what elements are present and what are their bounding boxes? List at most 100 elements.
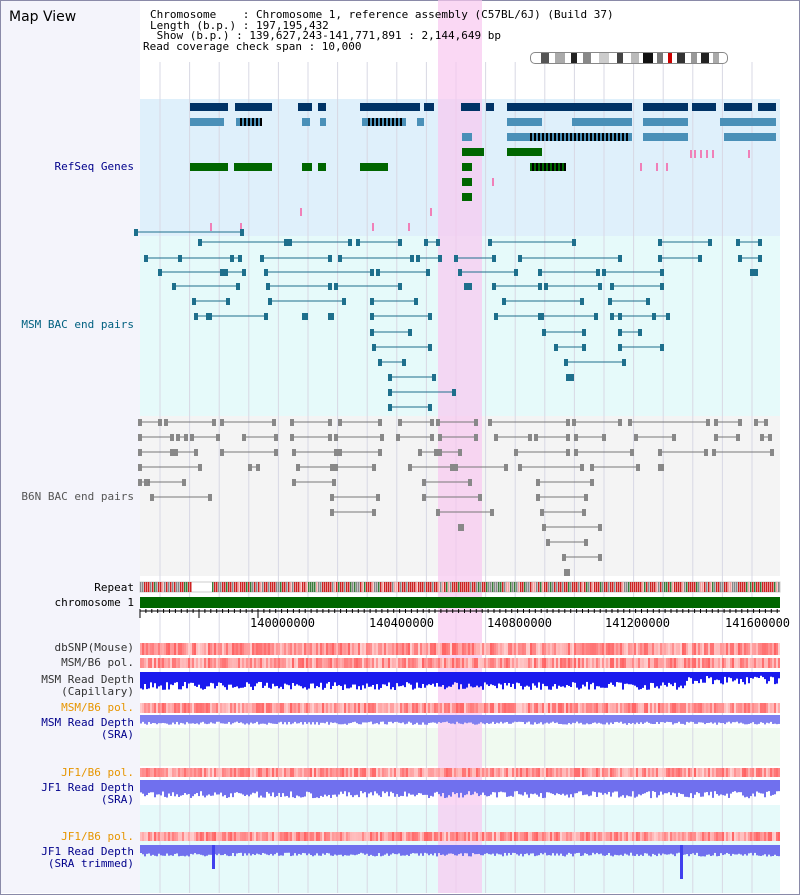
msm-sra-depth-bar bbox=[370, 715, 372, 722]
dbsnp-heat-cell bbox=[678, 643, 680, 655]
msm-cap-depth-bar bbox=[440, 672, 442, 687]
repeat-mark bbox=[188, 582, 190, 592]
jf1-sra-depth-bar bbox=[556, 780, 558, 794]
bac-end-mark bbox=[338, 255, 342, 262]
msm-cap-depth-bar bbox=[140, 672, 142, 689]
msm-cap-depth-bar bbox=[726, 672, 728, 683]
repeat-mark bbox=[746, 582, 748, 592]
jf1-trim-depth-bar bbox=[190, 845, 192, 854]
jf1-sra-depth-bar bbox=[664, 780, 666, 794]
msm-cap-depth-bar bbox=[554, 672, 556, 685]
jf1-pol-heat-cell bbox=[638, 768, 640, 777]
refseq-track-label[interactable]: RefSeq Genes bbox=[54, 160, 134, 173]
b6n-bac-track-label[interactable]: B6N BAC end pairs bbox=[21, 490, 134, 503]
msm-cap-depth-bar bbox=[438, 672, 440, 687]
jf1-pol-heat-cell bbox=[662, 768, 664, 777]
msm-sra-depth-bar bbox=[520, 715, 522, 722]
exon-mark bbox=[582, 133, 584, 141]
repeat-mark bbox=[468, 582, 470, 592]
jf1-sra-depth-bar bbox=[514, 780, 516, 792]
jf1-sra-depth-bar bbox=[334, 780, 336, 795]
repeat-mark bbox=[378, 582, 380, 592]
exon-mark bbox=[368, 118, 370, 126]
jf1-sra-depth-bar bbox=[672, 780, 674, 793]
jf1-pol-trimmed-heat-cell bbox=[644, 832, 646, 841]
bac-end-mark bbox=[474, 434, 478, 441]
depth-spike bbox=[212, 845, 215, 869]
msm-pol-sra-heat-cell bbox=[184, 703, 186, 713]
msm-sra-depth-bar bbox=[702, 715, 704, 723]
msm-pol-heat-cell bbox=[210, 658, 212, 668]
jf1-sra-depth-bar bbox=[330, 780, 332, 798]
jf1-sra-depth-bar bbox=[262, 780, 264, 798]
msm-pol-sra-heat-cell bbox=[466, 703, 468, 713]
msm-bac-track-label[interactable]: MSM BAC end pairs bbox=[21, 318, 134, 331]
jf1-sra-depth-bar bbox=[370, 780, 372, 793]
jf1-pol-trimmed-heat-cell bbox=[522, 832, 524, 841]
msm-pol-sra-heat-cell bbox=[600, 703, 602, 713]
chromosome-ideogram[interactable] bbox=[530, 52, 728, 64]
dbsnp-heat-cell bbox=[506, 643, 508, 655]
jf1-trim-depth-bar bbox=[754, 845, 756, 853]
jf1-pol-heat-cell bbox=[206, 768, 208, 777]
msm-pol-heat-cell bbox=[638, 658, 640, 668]
msm-sra-depth-bar bbox=[360, 715, 362, 725]
msm-pol-heat-cell bbox=[642, 658, 644, 668]
jf1-pol-trimmed-heat-cell bbox=[404, 832, 406, 841]
jf1-trim-depth-bar bbox=[414, 845, 416, 854]
msm-pol-heat-cell bbox=[728, 658, 730, 668]
msm-pol-heat-cell bbox=[662, 658, 664, 668]
msm-pol-sra-heat-cell bbox=[340, 703, 342, 713]
msm-sra-depth-bar bbox=[182, 715, 184, 724]
jf1-trim-depth-bar bbox=[276, 845, 278, 853]
msm-cap-depth-bar bbox=[244, 672, 246, 687]
msm-cap-depth-bar bbox=[394, 672, 396, 690]
msm-sra-depth-bar bbox=[556, 715, 558, 723]
msm-sra-depth-bar bbox=[674, 715, 676, 724]
jf1-pol-heat-cell bbox=[366, 768, 368, 777]
jf1-pol-heat-cell bbox=[484, 768, 486, 777]
exon-mark bbox=[534, 133, 536, 141]
msm-pol-sra-heat-cell bbox=[162, 703, 164, 713]
jf1-trim-depth-bar bbox=[748, 845, 750, 854]
bac-end-mark bbox=[566, 419, 570, 426]
jf1-pol-heat-cell bbox=[406, 768, 408, 777]
msm-sra-depth-bar bbox=[752, 715, 754, 723]
msm-sra-depth-bar bbox=[742, 715, 744, 724]
jf1-sra-depth-bar bbox=[776, 780, 778, 792]
jf1-trim-depth-bar bbox=[146, 845, 148, 854]
msm-pol-heat-cell bbox=[282, 658, 284, 668]
jf1-trim-depth-bar bbox=[256, 845, 258, 854]
jf1-pol-heat-cell bbox=[772, 768, 774, 777]
dbsnp-heat-cell bbox=[464, 643, 466, 655]
jf1-pol-trimmed-heat-cell bbox=[596, 832, 598, 841]
msm-cap-depth-bar bbox=[690, 672, 692, 679]
jf1-pol-trimmed-heat-cell bbox=[324, 832, 326, 841]
msm-cap-depth-bar bbox=[582, 672, 584, 685]
dbsnp-heat-cell bbox=[740, 643, 742, 655]
jf1-sra-depth-bar bbox=[614, 780, 616, 792]
msm-pol-heat-cell bbox=[364, 658, 366, 668]
dbsnp-heat-cell bbox=[766, 643, 768, 655]
jf1-pol-trimmed-heat-cell bbox=[772, 832, 774, 841]
dbsnp-heat-cell bbox=[626, 643, 628, 655]
msm-cap-depth-bar bbox=[282, 672, 284, 690]
msm-cap-depth-bar bbox=[532, 672, 534, 684]
dbsnp-heat-cell bbox=[328, 643, 330, 655]
msm-pol-sra-heat-cell bbox=[140, 703, 142, 713]
msm-sra-depth-bar bbox=[534, 715, 536, 723]
jf1-pol-heat-cell bbox=[694, 768, 696, 777]
pseudogene-mark bbox=[666, 163, 668, 171]
jf1-pol-heat-cell bbox=[750, 768, 752, 777]
repeat-mark bbox=[166, 582, 168, 592]
msm-pol-track-label: MSM/B6 pol. bbox=[61, 656, 134, 669]
jf1-pol-heat-cell bbox=[660, 768, 662, 777]
msm-pol-sra-heat-cell bbox=[534, 703, 536, 713]
msm-sra-depth-bar bbox=[232, 715, 234, 724]
msm-sra-depth-bar bbox=[358, 715, 360, 725]
jf1-pol-heat-cell bbox=[486, 768, 488, 777]
msm-pol-heat-cell bbox=[504, 658, 506, 668]
jf1-pol-trimmed-heat-cell bbox=[334, 832, 336, 841]
dbsnp-heat-cell bbox=[258, 643, 260, 655]
